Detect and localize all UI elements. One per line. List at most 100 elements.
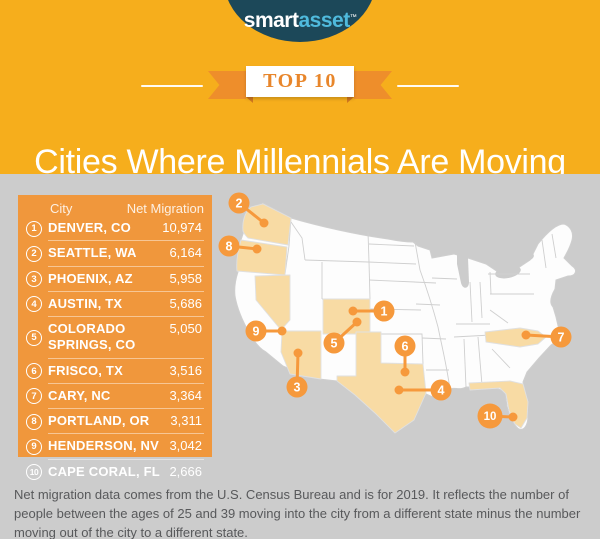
top10-label: TOP 10 bbox=[263, 70, 337, 92]
ribbon-fold-left bbox=[246, 97, 253, 103]
map-marker-3: 3 bbox=[286, 348, 308, 398]
row-body: FRISCO, TX 3,516 bbox=[48, 359, 204, 384]
map-marker-10: 10 bbox=[477, 403, 518, 429]
logo-smart-text: smart bbox=[243, 9, 299, 32]
marker-circle bbox=[218, 235, 240, 257]
city-dot bbox=[521, 330, 531, 340]
footnote: Net migration data comes from the U.S. C… bbox=[14, 487, 581, 539]
state-north-carolina bbox=[484, 327, 547, 348]
marker-circle bbox=[228, 192, 250, 214]
row-body: HENDERSON, NV 3,042 bbox=[48, 434, 204, 460]
migration-table: City Net Migration 1 DENVER, CO 10,974 2 SEA… bbox=[18, 195, 212, 480]
rank-badge: 3 bbox=[26, 271, 42, 288]
smartasset-logo: smartasset™ bbox=[0, 9, 600, 33]
net-migration-value: 10,974 bbox=[162, 220, 202, 235]
table-row: 7 CARY, NC 3,364 bbox=[23, 384, 204, 409]
city-name: HENDERSON, NV bbox=[48, 438, 159, 454]
table-row: 3 PHOENIX, AZ 5,958 bbox=[23, 267, 204, 292]
city-name: CARY, NC bbox=[48, 387, 111, 403]
net-migration-value: 5,958 bbox=[169, 270, 202, 286]
svg-text:1: 1 bbox=[381, 305, 388, 319]
row-body: CARY, NC 3,364 bbox=[48, 384, 204, 409]
svg-text:9: 9 bbox=[253, 325, 260, 339]
state-nevada bbox=[254, 274, 291, 331]
city-dot bbox=[277, 326, 287, 336]
marker-circle bbox=[477, 403, 503, 429]
ribbon-fold-right bbox=[347, 97, 354, 103]
table-row: 2 SEATTLE, WA 6,164 bbox=[23, 241, 204, 267]
rank-badge: 6 bbox=[26, 363, 42, 380]
city-name: FRISCO, TX bbox=[48, 362, 123, 378]
net-migration-value: 5,686 bbox=[169, 295, 202, 311]
row-body: DENVER, CO 10,974 bbox=[48, 216, 204, 242]
page-title: Cities Where Millennials Are Moving bbox=[34, 142, 566, 174]
city-name: PHOENIX, AZ bbox=[48, 270, 133, 286]
svg-text:2: 2 bbox=[236, 197, 243, 211]
row-body: AUSTIN, TX 5,686 bbox=[48, 292, 204, 317]
svg-text:5: 5 bbox=[331, 337, 338, 351]
ribbon-tail-right bbox=[354, 71, 392, 99]
map-marker-1: 1 bbox=[348, 300, 395, 322]
state-colorado bbox=[322, 298, 371, 335]
row-body: PORTLAND, OR 3,311 bbox=[48, 409, 204, 435]
marker-circle bbox=[323, 332, 345, 354]
rank-badge: 9 bbox=[26, 438, 42, 455]
marker-circle bbox=[373, 300, 395, 322]
net-migration-value: 2,666 bbox=[169, 463, 202, 479]
table-row: 9 HENDERSON, NV 3,042 bbox=[23, 434, 204, 460]
map-marker-4: 4 bbox=[394, 379, 452, 401]
migration-table-rows: 1 DENVER, CO 10,974 2 SEATTLE, WA 6,164 3 PHOEN… bbox=[23, 216, 204, 484]
ribbon-line-right bbox=[397, 85, 459, 87]
map-marker-6: 6 bbox=[394, 335, 416, 377]
net-migration-value: 6,164 bbox=[169, 245, 202, 261]
table-row: 4 AUSTIN, TX 5,686 bbox=[23, 292, 204, 317]
city-name: PORTLAND, OR bbox=[48, 413, 150, 428]
map-marker-7: 7 bbox=[521, 326, 572, 348]
us-map: 1 2 3 4 5 6 7 8 9 10 bbox=[218, 182, 600, 474]
table-row: 1 DENVER, CO 10,974 bbox=[23, 216, 204, 242]
rank-badge: 8 bbox=[26, 413, 42, 430]
rank-badge: 2 bbox=[26, 245, 42, 262]
city-dot bbox=[252, 244, 262, 254]
table-row: 8 PORTLAND, OR 3,311 bbox=[23, 409, 204, 435]
marker-circle bbox=[394, 335, 416, 357]
header: smartasset™ TOP 10 Cities Where Millenni… bbox=[0, 0, 600, 174]
svg-text:6: 6 bbox=[402, 340, 409, 354]
rank-badge: 7 bbox=[26, 388, 42, 405]
row-body: SEATTLE, WA 6,164 bbox=[48, 241, 204, 267]
svg-text:8: 8 bbox=[226, 240, 233, 254]
city-name: COLORADO SPRINGS, CO bbox=[48, 321, 136, 353]
net-migration-value: 3,042 bbox=[169, 438, 202, 454]
svg-text:10: 10 bbox=[484, 411, 497, 423]
city-dot bbox=[348, 306, 358, 316]
svg-text:4: 4 bbox=[438, 384, 445, 398]
net-migration-value: 5,050 bbox=[169, 321, 202, 336]
city-dot bbox=[394, 385, 404, 395]
marker-circle bbox=[245, 320, 267, 342]
table-header: City Net Migration bbox=[23, 201, 204, 216]
rank-badge: 4 bbox=[26, 296, 42, 313]
table-row: 5 COLORADO SPRINGS, CO 5,050 bbox=[23, 317, 204, 359]
trademark-symbol: ™ bbox=[349, 14, 357, 21]
row-body: COLORADO SPRINGS, CO 5,050 bbox=[48, 317, 204, 359]
map-marker-5: 5 bbox=[323, 317, 362, 354]
state-texas bbox=[336, 331, 427, 434]
row-body: PHOENIX, AZ 5,958 bbox=[48, 267, 204, 292]
svg-text:3: 3 bbox=[294, 381, 301, 395]
content-area: City Net Migration 1 DENVER, CO 10,974 2 SEA… bbox=[0, 174, 600, 539]
column-header-city: City bbox=[50, 201, 73, 216]
rank-badge: 10 bbox=[26, 463, 42, 480]
city-dot bbox=[352, 317, 362, 327]
marker-circle bbox=[286, 376, 308, 398]
ribbon-tail-left bbox=[208, 71, 246, 99]
rank-badge: 1 bbox=[26, 220, 42, 237]
great-lakes bbox=[427, 229, 534, 288]
table-row: 6 FRISCO, TX 3,516 bbox=[23, 359, 204, 384]
city-dot bbox=[259, 218, 269, 228]
marker-circle bbox=[430, 379, 452, 401]
city-dot bbox=[400, 367, 410, 377]
ribbon-line-left bbox=[141, 85, 203, 87]
top10-ribbon: TOP 10 bbox=[246, 66, 354, 97]
svg-text:7: 7 bbox=[558, 331, 565, 345]
